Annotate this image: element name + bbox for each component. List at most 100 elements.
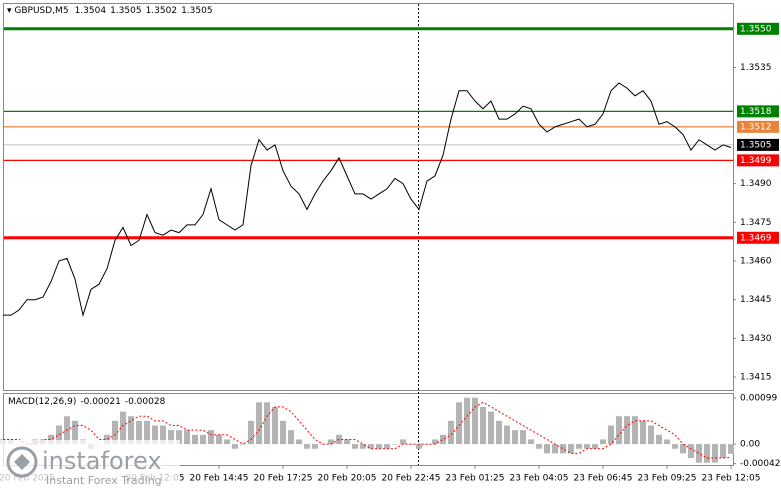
macd-bar [464, 397, 470, 445]
level-label: 1.3512 [740, 122, 772, 132]
macd-bar [56, 425, 62, 445]
macd-bar [728, 444, 734, 454]
macd-bar [640, 420, 646, 445]
macd-bar [480, 406, 486, 445]
x-tick-label: 20 Feb 22:45 [381, 474, 440, 484]
macd-main: -0.00021 [80, 397, 120, 407]
macd-bar [688, 444, 694, 459]
y-tick-label: 1.3460 [740, 257, 772, 267]
macd-bar [440, 434, 446, 445]
level-label: 1.3518 [740, 107, 772, 117]
macd-bar [136, 420, 142, 445]
macd-bar [720, 444, 726, 459]
macd-bar [488, 411, 494, 445]
macd-bar [632, 416, 638, 445]
x-tick-label: 23 Feb 04:05 [509, 474, 568, 484]
macd-bar [352, 444, 358, 449]
header: ▾ GBPUSD,M5 1.3504 1.3505 1.3502 1.3505 [7, 6, 213, 16]
macd-bar [400, 439, 406, 445]
macd-bar [568, 444, 574, 454]
macd-bar [216, 434, 222, 445]
symbol: GBPUSD,M5 [14, 6, 68, 16]
macd-bar [240, 444, 246, 445]
macd-title: MACD(12,26,9) -0.00021 -0.00028 [8, 397, 166, 407]
macd-bar [112, 420, 118, 445]
macd-bar [272, 406, 278, 445]
macd-bar [432, 439, 438, 445]
macd-bar [528, 439, 534, 445]
y-tick-label: 1.3430 [740, 334, 772, 344]
macd-bar [576, 444, 582, 449]
macd-bar [544, 444, 550, 454]
level-label: 1.3469 [740, 233, 772, 243]
macd-bar [376, 444, 382, 449]
macd-bar [312, 444, 318, 449]
y-tick-label: 1.3445 [740, 295, 772, 305]
macd-bar [712, 444, 718, 463]
macd-bar [200, 434, 206, 445]
open: 1.3504 [75, 6, 107, 16]
macd-bar [144, 420, 150, 445]
macd-bar [672, 444, 678, 449]
macd-frame [3, 393, 734, 466]
macd-bar [224, 439, 230, 445]
y-tick-label: -0.00042 [740, 459, 780, 469]
price-line-series [3, 82, 732, 318]
macd-bar [456, 402, 462, 445]
watermark: instaforex Instant Forex Trading [0, 440, 180, 489]
macd-bar [232, 444, 238, 449]
macd-bar [248, 420, 254, 445]
macd-bar [256, 402, 262, 445]
level-label-bg [737, 22, 779, 35]
brand: instaforex [42, 447, 162, 475]
macd-bar [600, 439, 606, 445]
macd-signal: -0.00028 [125, 397, 166, 407]
macd-bar [384, 444, 390, 449]
high: 1.3505 [110, 6, 142, 16]
macd-bar [360, 444, 366, 449]
watermark-bg [0, 440, 180, 489]
macd-bar [392, 444, 398, 445]
macd-bar [656, 434, 662, 445]
tagline: Instant Forex Trading [46, 474, 162, 487]
macd-bar [72, 420, 78, 445]
x-tick-label: 23 Feb 09:25 [637, 474, 696, 484]
macd-bar [264, 402, 270, 445]
macd-bar [328, 439, 334, 445]
macd-bar [304, 444, 310, 449]
macd-bar [176, 430, 182, 445]
macd-bar [552, 444, 558, 454]
level-label-bg [737, 105, 779, 118]
macd-bar [696, 444, 702, 463]
macd-bar [560, 444, 566, 454]
macd-bar [344, 439, 350, 445]
macd-bar [416, 444, 422, 449]
macd-bar [160, 425, 166, 445]
macd-bar [288, 430, 294, 445]
macd-bar [280, 420, 286, 445]
low: 1.3502 [146, 6, 178, 16]
x-tick-label: 20 Feb 14:45 [189, 474, 248, 484]
macd-bar [704, 444, 710, 463]
close: 1.3505 [181, 6, 213, 16]
level-label-bg [737, 120, 779, 133]
y-tick-label: 1.3535 [740, 63, 772, 73]
macd-bar [536, 444, 542, 449]
macd-bar [368, 444, 374, 449]
macd-bar [168, 430, 174, 445]
macd-bar [616, 416, 622, 445]
macd-bar [448, 420, 454, 445]
y-tick-label: 0.00 [740, 440, 760, 450]
macd-bar [296, 439, 302, 445]
y-tick-label: 1.3475 [740, 218, 772, 228]
macd-bar [152, 425, 158, 445]
macd-bar [496, 420, 502, 445]
level-label: 1.3550 [740, 24, 772, 34]
signal-line [3, 401, 732, 459]
x-tick-label: 20 Feb 17:25 [253, 474, 312, 484]
x-tick-label: 23 Feb 06:45 [573, 474, 632, 484]
macd-bar [664, 439, 670, 445]
y-tick-label: 1.3490 [740, 179, 772, 189]
logo-mark [14, 454, 30, 470]
